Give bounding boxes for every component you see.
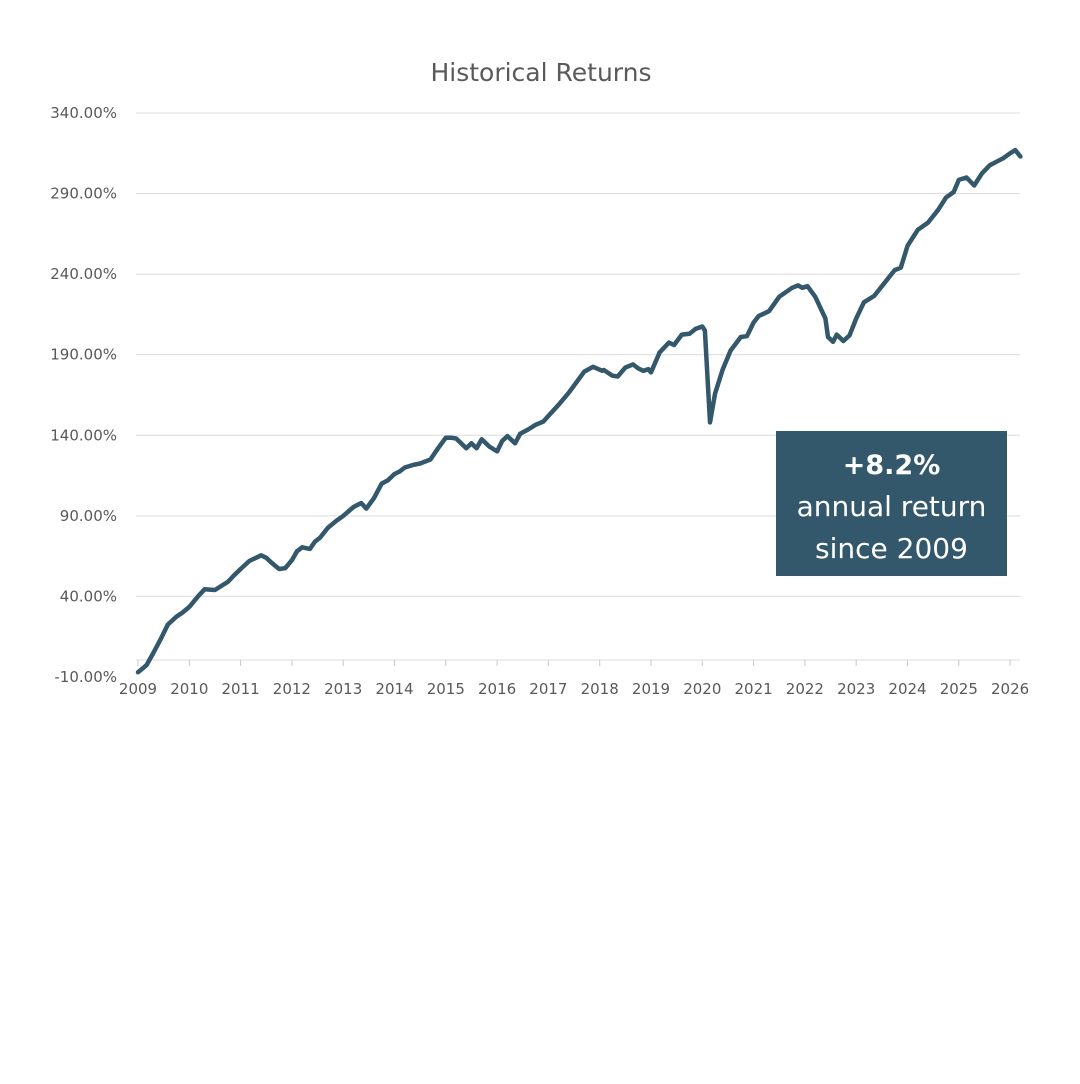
y-tick-label: 140.00%: [50, 426, 117, 444]
x-tick-label: 2016: [478, 680, 516, 698]
y-tick-label: 290.00%: [50, 185, 117, 203]
x-tick-label: 2011: [222, 680, 260, 698]
x-tick-label: 2025: [940, 680, 978, 698]
series-layer: [135, 147, 1023, 675]
x-tick-label: 2018: [581, 680, 619, 698]
chart-title: Historical Returns: [430, 58, 651, 87]
x-tick-label: 2014: [375, 680, 413, 698]
x-tick-label: 2023: [837, 680, 875, 698]
callout-line-annual-return: annual return: [797, 490, 987, 523]
x-tick-label: 2013: [324, 680, 362, 698]
callout-box: [776, 431, 1007, 576]
x-tick-label: 2012: [273, 680, 311, 698]
y-tick-label: 240.00%: [50, 265, 117, 283]
x-tick-label: 2010: [170, 680, 208, 698]
y-tick-label: -10.00%: [54, 668, 117, 686]
annual-return-callout: +8.2% annual return since 2009: [776, 431, 1007, 576]
x-tick-label: 2017: [529, 680, 567, 698]
x-axis-tick-labels: 2009 2010 2011 2012 2013 2014 2015 2016 2017 2018…: [119, 660, 1029, 698]
y-tick-label: 340.00%: [50, 104, 117, 122]
x-tick-label: 2021: [735, 680, 773, 698]
x-tick-label: 2024: [888, 680, 926, 698]
y-axis-tick-labels: -10.00% 40.00% 90.00% 140.00% 190.00% 240.00%…: [50, 104, 117, 686]
x-tick-label: 2020: [683, 680, 721, 698]
gridlines: [136, 112, 1020, 661]
y-tick-label: 90.00%: [60, 507, 117, 525]
x-tick-label: 2009: [119, 680, 157, 698]
y-tick-label: 190.00%: [50, 346, 117, 364]
x-tick-label: 2026: [991, 680, 1029, 698]
callout-return-value: +8.2%: [843, 450, 941, 481]
y-tick-label: 40.00%: [60, 587, 117, 605]
series-line: [135, 147, 1023, 675]
callout-line-since: since 2009: [815, 532, 968, 565]
x-tick-label: 2015: [427, 680, 465, 698]
x-tick-label: 2019: [632, 680, 670, 698]
x-tick-label: 2022: [786, 680, 824, 698]
